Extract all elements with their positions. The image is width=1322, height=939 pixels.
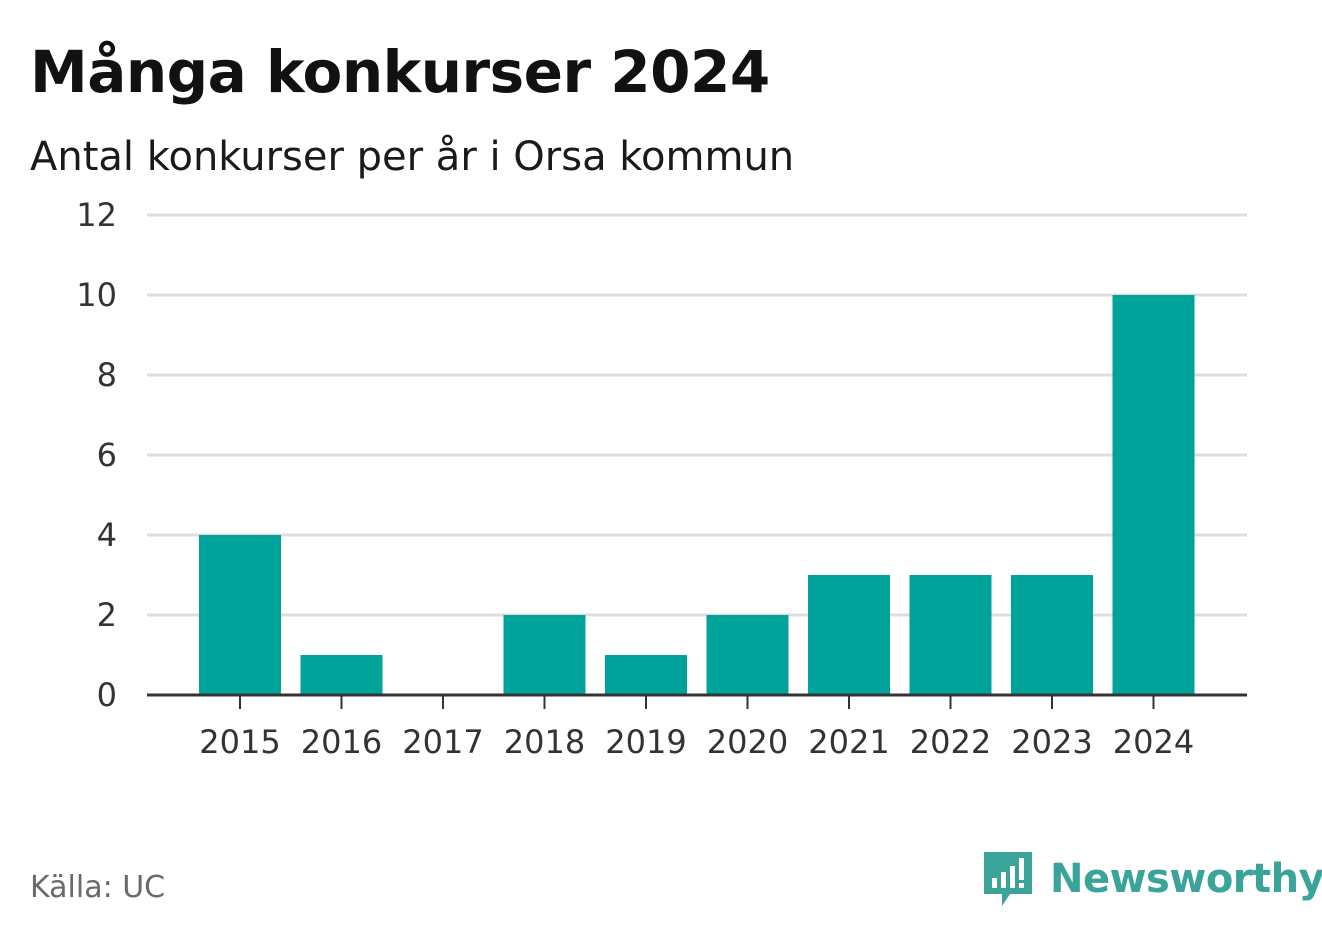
y-tick-label: 4 bbox=[97, 516, 117, 554]
bar-2020 bbox=[706, 615, 789, 695]
x-tick-label: 2019 bbox=[605, 723, 686, 761]
bar-2015 bbox=[199, 535, 281, 695]
x-axis bbox=[147, 693, 1247, 709]
source-note: Källa: UC bbox=[30, 870, 166, 905]
bar-2016 bbox=[300, 655, 383, 695]
y-tick-label: 10 bbox=[76, 276, 117, 314]
x-tick-label: 2021 bbox=[808, 723, 889, 761]
x-tick-label: 2020 bbox=[707, 723, 788, 761]
y-tick-label: 2 bbox=[97, 596, 117, 634]
bar-2023 bbox=[1011, 575, 1093, 695]
y-tick-label: 0 bbox=[97, 676, 117, 714]
chart-subtitle: Antal konkurser per år i Orsa kommun bbox=[30, 134, 795, 180]
y-tick-label: 6 bbox=[97, 436, 117, 474]
chart-title: Många konkurser 2024 bbox=[30, 38, 770, 106]
y-tick-labels: 0 2 4 6 8 10 12 bbox=[76, 196, 117, 714]
x-tick-label: 2023 bbox=[1011, 723, 1092, 761]
brand-logo: Newsworthy bbox=[980, 848, 1322, 910]
bars bbox=[199, 295, 1195, 695]
bar-2021 bbox=[808, 575, 890, 695]
bar-2018 bbox=[503, 615, 586, 695]
bar-2019 bbox=[605, 655, 687, 695]
x-tick-label: 2024 bbox=[1113, 723, 1194, 761]
x-tick-label: 2016 bbox=[301, 723, 382, 761]
y-tick-label: 8 bbox=[97, 356, 117, 394]
brand-name: Newsworthy bbox=[1050, 856, 1322, 902]
x-tick-label: 2017 bbox=[402, 723, 483, 761]
bar-2022 bbox=[909, 575, 992, 695]
x-tick-label: 2018 bbox=[504, 723, 585, 761]
x-tick-labels: 2015 2016 2017 2018 2019 2020 2021 2022 2023 2024 bbox=[199, 723, 1194, 761]
grid-lines bbox=[147, 213, 1247, 617]
x-tick-label: 2015 bbox=[199, 723, 280, 761]
newsworthy-logo-icon bbox=[984, 852, 1032, 906]
x-tick-label: 2022 bbox=[910, 723, 991, 761]
y-tick-label: 12 bbox=[76, 196, 117, 234]
bar-2024 bbox=[1112, 295, 1195, 695]
